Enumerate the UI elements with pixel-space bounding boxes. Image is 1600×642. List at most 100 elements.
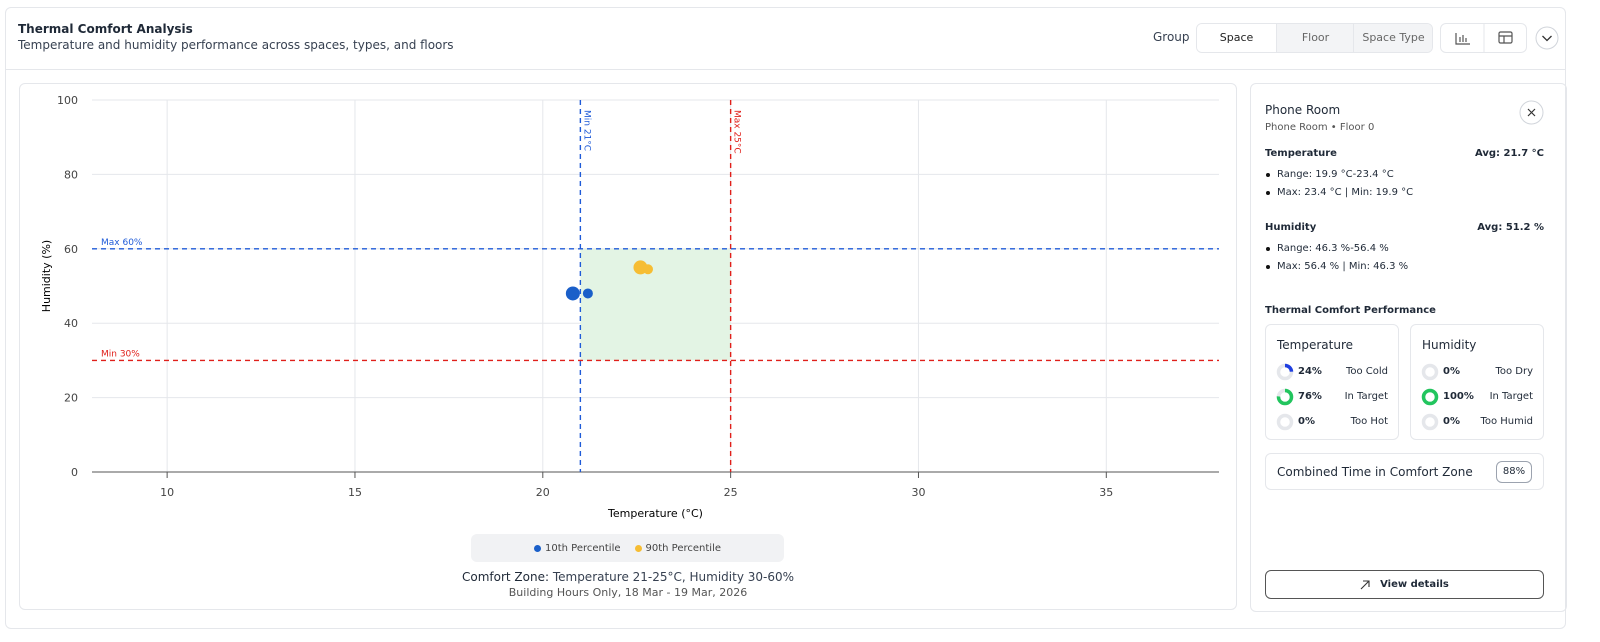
- x-tick-label: 10: [160, 486, 174, 499]
- donut: [1421, 388, 1439, 406]
- title: Thermal Comfort Analysis: [18, 22, 193, 36]
- donut-arc: [1276, 388, 1294, 406]
- card-title: Temperature: [1277, 338, 1354, 352]
- legend-swatch: [534, 544, 541, 552]
- reference-label: Min 30%: [101, 349, 140, 359]
- reference-label: Min 21°C: [581, 110, 591, 151]
- legend: 10th Percentile 90th Percentile: [471, 534, 784, 562]
- donut-track: [1421, 413, 1439, 431]
- row-value: 76%: [1298, 391, 1322, 402]
- comfort-zone-text: Comfort Zone: Temperature 21-25°C, Humid…: [20, 570, 1236, 584]
- close-button[interactable]: [1519, 100, 1544, 125]
- row-name: Too Cold: [1345, 366, 1388, 377]
- y-tick-label: 20: [64, 392, 78, 405]
- section-label: Humidity: [1265, 222, 1317, 233]
- row-name: In Target: [1344, 391, 1388, 402]
- combined-box: Combined Time in Comfort Zone 88%: [1265, 453, 1544, 490]
- combined-value: 88%: [1496, 461, 1532, 483]
- donut: [1421, 363, 1439, 381]
- section-avg: Avg: 51.2 %: [1477, 222, 1544, 233]
- legend-swatch: [634, 544, 642, 552]
- legend-label: 90th Percentile: [645, 542, 722, 554]
- collapse-button[interactable]: [1535, 26, 1559, 50]
- reference-label: Max 60%: [101, 238, 143, 248]
- comfort-zone: [580, 248, 731, 361]
- row-value: 24%: [1298, 366, 1322, 377]
- footer-label: Comfort Zone:: [461, 570, 549, 584]
- group-selector: Space Floor Space Type: [1196, 23, 1433, 53]
- chart: 0 20 40 60 80 100 10 15 20 25 30 35 Min 21°C Max 25°C…: [40, 94, 1219, 520]
- x-axis-label: Temperature (°C): [607, 507, 703, 520]
- arrow-icon: [1360, 579, 1370, 589]
- row-name: Too Hot: [1350, 416, 1388, 427]
- view-toggle: [1440, 23, 1527, 53]
- donut-track: [1421, 363, 1439, 381]
- view-icons: [1455, 24, 1513, 52]
- data-point: [642, 264, 653, 275]
- chart-view-button[interactable]: [1455, 33, 1470, 45]
- group-option[interactable]: Space: [1197, 24, 1276, 52]
- y-axis-label: Humidity (%): [40, 240, 53, 312]
- donut: [1276, 363, 1294, 381]
- x-tick-label: 35: [1099, 486, 1113, 499]
- legend-item: 10th Percentile: [534, 543, 621, 554]
- row-value: 100%: [1443, 391, 1474, 402]
- panel-subtitle: Phone Room • Floor 0: [1265, 122, 1375, 133]
- bullet: [1266, 191, 1270, 195]
- donut: [1421, 413, 1439, 431]
- data-point: [582, 288, 593, 299]
- performance-card: Temperature 24% Too Cold 76% In Target 0% Too …: [1265, 324, 1399, 440]
- bullet: [1266, 173, 1270, 177]
- performance-title: Thermal Comfort Performance: [1265, 305, 1436, 316]
- donut-arc: [1421, 388, 1439, 406]
- bullet: [1266, 265, 1270, 269]
- footer-text: Temperature 21-25°C, Humidity 30-60%: [552, 570, 795, 584]
- outer-card: [5, 7, 1566, 629]
- donut-track: [1276, 413, 1294, 431]
- detail-panel: Phone Room Phone Room • Floor 0 Thermal …: [1250, 83, 1567, 612]
- row-name: Too Humid: [1480, 416, 1533, 427]
- x-tick-label: 15: [348, 486, 362, 499]
- legend-item: 90th Percentile: [634, 542, 722, 554]
- group-option[interactable]: Space Type: [1353, 24, 1432, 52]
- row-name: Too Dry: [1495, 366, 1533, 377]
- section-item: Max: 56.4 % | Min: 46.3 %: [1277, 261, 1409, 272]
- subtitle: Temperature and humidity performance acr…: [18, 38, 454, 52]
- group-label: Group: [1153, 30, 1190, 44]
- view-details-button[interactable]: View details: [1265, 570, 1544, 599]
- legend-label: 10th Percentile: [545, 542, 621, 554]
- view-details-label: View details: [1380, 579, 1449, 590]
- row-name: In Target: [1489, 391, 1533, 402]
- footer-note: Building Hours Only, 18 Mar - 19 Mar, 20…: [508, 586, 748, 599]
- donut: [1276, 413, 1294, 431]
- bullet: [1266, 247, 1270, 251]
- donut-arc: [1276, 363, 1294, 381]
- section-label: Temperature: [1265, 148, 1337, 159]
- row-value: 0%: [1443, 416, 1460, 427]
- y-tick-label: 60: [64, 243, 78, 256]
- table-view-button[interactable]: [1498, 31, 1513, 44]
- row-value: 0%: [1443, 366, 1460, 377]
- header-divider: [6, 69, 1565, 70]
- section-avg: Avg: 21.7 °C: [1474, 148, 1544, 159]
- y-tick-label: 80: [64, 168, 78, 181]
- chart-card: 0 20 40 60 80 100 10 15 20 25 30 35 Min 21°C Max 25°C…: [19, 83, 1237, 610]
- performance-card: Humidity 0% Too Dry 100% In Target 0% Too Humi…: [1410, 324, 1544, 440]
- y-tick-label: 40: [64, 317, 78, 330]
- card-title: Humidity: [1422, 338, 1477, 352]
- panel-title: Phone Room: [1265, 103, 1341, 117]
- x-tick-label: 25: [724, 486, 738, 499]
- row-value: 0%: [1298, 416, 1315, 427]
- section-item: Max: 23.4 °C | Min: 19.9 °C: [1277, 187, 1414, 198]
- group-option[interactable]: Floor: [1276, 24, 1354, 52]
- section-item: Range: 46.3 %-56.4 %: [1277, 243, 1389, 254]
- data-point: [565, 286, 580, 301]
- y-tick-label: 100: [57, 94, 78, 107]
- section-item: Range: 19.9 °C-23.4 °C: [1277, 169, 1394, 180]
- x-tick-label: 30: [911, 486, 925, 499]
- donut: [1276, 388, 1294, 406]
- x-tick-label: 20: [536, 486, 550, 499]
- combined-label: Combined Time in Comfort Zone: [1277, 465, 1473, 479]
- reference-label: Max 25°C: [732, 110, 742, 154]
